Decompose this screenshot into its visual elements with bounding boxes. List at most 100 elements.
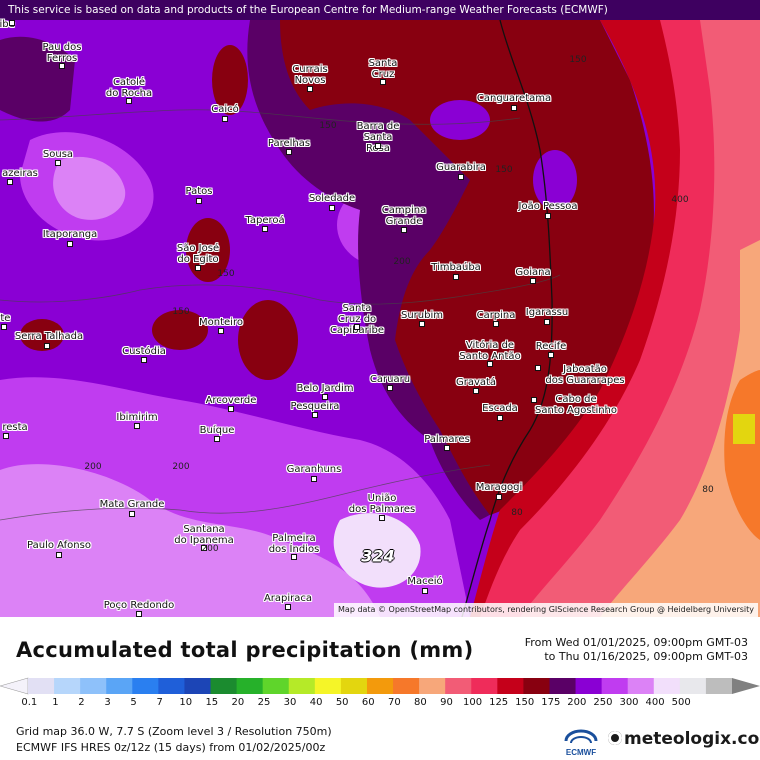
legend-swatch: [679, 678, 707, 694]
city-label: Vitória de Santo Antão: [459, 340, 521, 362]
ecmwf-banner: This service is based on data and produc…: [0, 0, 760, 20]
city-label: Jaboatão dos Guararapes: [545, 364, 625, 386]
city-marker: [55, 160, 61, 166]
city-label: Palmares: [424, 434, 470, 445]
city-marker: [511, 105, 517, 111]
city-marker: [222, 116, 228, 122]
legend-tick-label: 80: [414, 697, 427, 708]
city-marker: [401, 227, 407, 233]
city-marker: [487, 361, 493, 367]
city-label: Santa Cruz do Capibaribe: [329, 303, 385, 336]
grid-info: Grid map 36.0 W, 7.7 S (Zoom level 3 / R…: [16, 725, 332, 738]
city-marker: [545, 213, 551, 219]
contour-label: 200: [201, 544, 219, 554]
legend-tick-label: 10: [179, 697, 193, 708]
city-label: Canguaretama: [476, 93, 552, 104]
city-marker: [201, 545, 207, 551]
city-label: Monteiro: [199, 317, 243, 328]
legend-swatch: [497, 678, 524, 694]
city-label: Belo Jardim: [296, 383, 354, 394]
legend-swatch: [80, 678, 107, 694]
city-marker: [141, 357, 147, 363]
legend-tick-label: 20: [231, 697, 245, 708]
city-label: Santana do Ipanema: [174, 524, 234, 546]
legend-swatch: [132, 678, 159, 694]
city-marker: [136, 611, 142, 617]
meteologix-brand[interactable]: meteologix.com: [608, 729, 760, 749]
city-label: aribe: [0, 19, 15, 30]
ecmwf-logo-text: ECMWF: [566, 748, 596, 757]
city-label: Barra deSantaRosa: [356, 121, 400, 154]
city-label: Goiana: [515, 267, 551, 278]
ecmwf-logo[interactable]: ECMWF: [558, 727, 604, 757]
city-label: Soledade: [308, 193, 356, 204]
legend-tick-label: 90: [440, 697, 453, 708]
city-marker: [354, 324, 360, 330]
city-label: Escada: [482, 403, 518, 414]
contour-label: 150: [217, 269, 235, 279]
city-label: Timbaúba: [431, 262, 481, 273]
legend-tick-label: 7: [156, 697, 163, 708]
city-marker: [544, 319, 550, 325]
city-marker: [493, 321, 499, 327]
brand-text: meteologix.com: [624, 729, 760, 749]
city-marker: [311, 476, 317, 482]
city-marker: [9, 20, 15, 26]
legend-swatch: [314, 678, 342, 694]
legend-swatch: [54, 678, 81, 694]
city-label: Palmeira dos Índios: [268, 533, 320, 555]
city-label: Carpina: [476, 310, 516, 321]
legend-swatch: [575, 678, 603, 694]
city-marker: [228, 406, 234, 412]
city-marker: [322, 394, 328, 400]
legend-arrow-low: [0, 677, 29, 695]
legend-tick-label: 15: [205, 697, 219, 708]
city-marker: [56, 552, 62, 558]
city-label: Igarassu: [525, 307, 569, 318]
map-attribution[interactable]: Map data © OpenStreetMap contributors, r…: [334, 603, 758, 617]
color-legend: [0, 677, 760, 695]
precipitation-field: [0, 0, 760, 617]
legend-arrow-high: [732, 678, 760, 694]
contour-label: 150: [495, 165, 513, 175]
city-marker: [214, 436, 220, 442]
city-label: Buíque: [199, 425, 235, 436]
legend-swatch: [445, 678, 472, 694]
legend-swatch: [601, 678, 629, 694]
city-marker: [195, 265, 201, 271]
legend-tick-label: 100: [463, 697, 483, 708]
city-marker: [497, 415, 503, 421]
legend-swatch: [523, 678, 550, 694]
city-label: Ibimirim: [116, 412, 158, 423]
city-label: Recife: [535, 341, 567, 352]
city-label: Arapiraca: [263, 593, 313, 604]
city-marker: [387, 385, 393, 391]
legend-tick-label: 250: [593, 697, 613, 708]
max-value-label: 324: [361, 546, 395, 566]
city-label: Sousa: [42, 149, 74, 160]
legend-swatch: [366, 678, 394, 694]
legend-swatch: [627, 678, 655, 694]
city-label: Garanhuns: [286, 464, 342, 475]
city-label: Taperoá: [245, 215, 285, 226]
city-label: Santa Cruz: [368, 58, 398, 80]
legend-tick-label: 500: [671, 697, 691, 708]
city-marker: [531, 397, 537, 403]
city-label: resta: [2, 422, 28, 433]
city-label: Gravatá: [455, 377, 497, 388]
city-label: Maragogi: [475, 482, 523, 493]
legend-swatch: [471, 678, 498, 694]
contour-label: 150: [172, 307, 190, 317]
city-label: Paulo Afonso: [27, 540, 91, 551]
period-from: From Wed 01/01/2025, 09:00pm GMT-03: [524, 636, 748, 649]
city-marker: [496, 494, 502, 500]
city-marker: [1, 324, 7, 330]
city-marker: [535, 365, 541, 371]
legend-tick-label: 40: [309, 697, 323, 708]
city-label: Serra Talhada: [14, 331, 84, 342]
city-label: Maceió: [407, 576, 443, 587]
legend-tick-label: 60: [361, 697, 375, 708]
legend-tick-label: 150: [515, 697, 535, 708]
city-label: Guarabira: [436, 162, 486, 173]
city-label: Mata Grande: [99, 499, 165, 510]
